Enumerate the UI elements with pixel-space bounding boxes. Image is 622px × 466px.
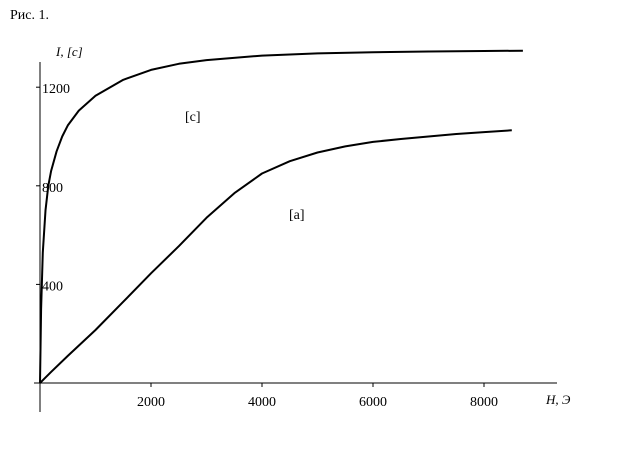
y-tick-label: 800 [42,181,63,196]
y-tick-label: 1200 [42,82,70,97]
series-label-a: [a] [289,208,305,223]
x-axis-title: H, Э [545,392,571,407]
axes [34,62,557,412]
tick-labels: 2000 4000 6000 8000 400 800 1200 [42,82,498,410]
series-lines [39,49,523,384]
series-label-c: [c] [185,110,201,125]
x-tick-label: 6000 [359,395,387,410]
x-tick-label: 2000 [137,395,165,410]
series-line-c [39,49,523,384]
tick-marks [36,86,485,387]
figure-caption: Рис. 1. [10,8,49,23]
y-tick-label: 400 [42,279,63,294]
series-line-a [39,129,512,384]
x-tick-label: 4000 [248,395,276,410]
x-tick-label: 8000 [470,395,498,410]
y-axis-title: I, [c] [55,44,83,59]
